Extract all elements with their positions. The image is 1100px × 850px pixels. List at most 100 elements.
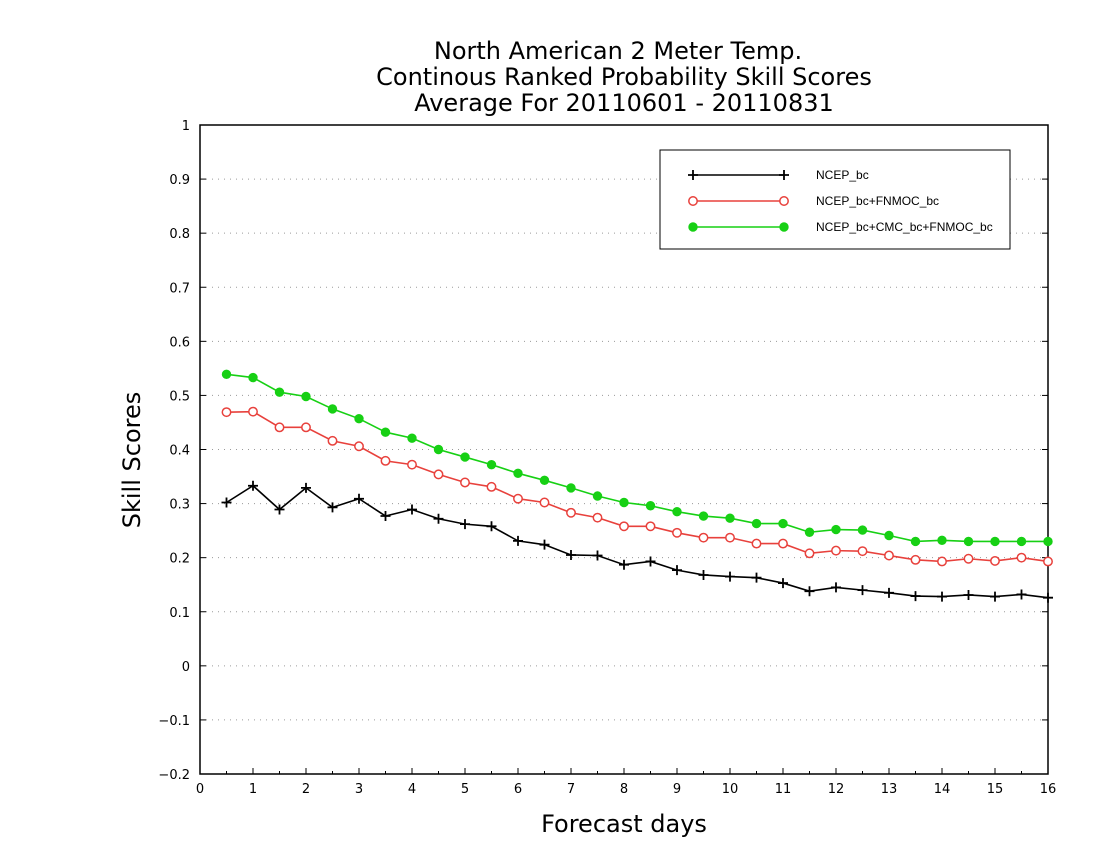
data-point xyxy=(990,555,1000,566)
data-point xyxy=(963,553,974,564)
data-point xyxy=(433,513,444,524)
data-point xyxy=(327,404,338,414)
data-point xyxy=(221,497,232,508)
data-point xyxy=(592,550,603,561)
data-point xyxy=(301,482,311,493)
data-point xyxy=(380,511,391,522)
data-point xyxy=(327,435,338,446)
data-point xyxy=(645,521,656,532)
x-tick-label-0: 0 xyxy=(196,782,204,797)
data-point xyxy=(645,556,656,567)
data-point xyxy=(486,481,497,492)
data-point xyxy=(937,556,947,567)
data-point xyxy=(592,491,603,501)
data-point xyxy=(725,532,735,543)
x-tick-label-11: 11 xyxy=(775,782,792,797)
y-tick-label-0: 1 xyxy=(182,119,190,134)
data-point xyxy=(513,468,523,478)
data-point xyxy=(513,535,523,546)
y-axis-label: Skill Scores xyxy=(118,392,146,529)
legend-entry-2: NCEP_bc+CMC_bc+FNMOC_bc xyxy=(688,220,993,234)
y-tick-label-3: 0.7 xyxy=(169,281,190,296)
data-point xyxy=(566,507,576,518)
legend-marker-start xyxy=(688,170,698,180)
y-tick-label-8: 0.2 xyxy=(169,552,190,567)
data-point xyxy=(301,391,311,402)
data-point xyxy=(460,519,470,530)
chart-title: North American 2 Meter Temp. Continous R… xyxy=(376,37,872,117)
y-tick-label-12: −0.2 xyxy=(158,768,190,783)
data-point xyxy=(857,546,868,557)
data-point xyxy=(1016,552,1027,563)
y-tick-label-1: 0.9 xyxy=(169,173,190,188)
legend-label-2: NCEP_bc+CMC_bc+FNMOC_bc xyxy=(816,220,993,234)
data-point xyxy=(274,422,285,433)
legend-label-1: NCEP_bc+FNMOC_bc xyxy=(816,194,939,208)
title-line-1: North American 2 Meter Temp. xyxy=(434,37,802,65)
data-point xyxy=(380,455,391,466)
data-point xyxy=(248,372,258,383)
legend-entry-1: NCEP_bc+FNMOC_bc xyxy=(688,194,939,208)
title-line-2: Continous Ranked Probability Skill Score… xyxy=(376,63,872,91)
data-point xyxy=(354,493,364,504)
x-tick-label-5: 5 xyxy=(461,782,469,797)
x-tick-label-7: 7 xyxy=(567,782,575,797)
data-point xyxy=(884,530,894,541)
data-point xyxy=(857,585,868,596)
data-point xyxy=(778,518,788,529)
x-tick-label-13: 13 xyxy=(881,782,898,797)
x-axis-label: Forecast days xyxy=(541,810,707,838)
y-tick-label-5: 0.5 xyxy=(169,389,190,404)
data-point xyxy=(327,502,338,513)
data-point xyxy=(539,539,550,550)
data-point xyxy=(672,527,682,538)
title-line-3: Average For 20110601 - 20110831 xyxy=(414,89,834,117)
legend-marker-end xyxy=(779,170,789,180)
series-0 xyxy=(221,480,1053,603)
data-point xyxy=(937,591,947,602)
data-point xyxy=(1016,589,1027,600)
data-point xyxy=(698,511,709,521)
x-tick-label-14: 14 xyxy=(934,782,951,797)
legend-box xyxy=(659,149,1011,250)
data-point xyxy=(672,506,682,517)
data-point xyxy=(831,582,841,593)
data-point xyxy=(301,422,311,433)
legend: NCEP_bc NCEP_bc+FNMOC_bc NCEP_bc+CMC_bc+FN… xyxy=(659,149,1011,250)
legend-marker-start xyxy=(688,222,698,232)
data-point xyxy=(433,469,444,480)
data-point xyxy=(486,521,497,532)
data-point xyxy=(990,591,1000,602)
data-point xyxy=(698,569,709,580)
data-point xyxy=(672,565,682,576)
data-point xyxy=(619,521,629,532)
series-2 xyxy=(221,369,1053,547)
data-point xyxy=(354,441,364,452)
data-point xyxy=(460,452,470,462)
series-line-2 xyxy=(226,373,1048,543)
data-point xyxy=(433,444,444,455)
data-point xyxy=(910,554,921,565)
data-point xyxy=(248,480,258,491)
x-tick-label-12: 12 xyxy=(828,782,845,797)
data-point xyxy=(884,587,894,598)
data-point xyxy=(857,525,868,535)
x-axis: 0 1 2 3 4 5 6 7 8 9 10 11 12 13 14 15 16 xyxy=(196,768,1056,797)
x-tick-label-6: 6 xyxy=(514,782,522,797)
data-point xyxy=(1043,536,1053,547)
data-point xyxy=(619,559,629,570)
data-point xyxy=(566,483,576,493)
data-point xyxy=(1043,592,1053,603)
data-point xyxy=(804,548,815,559)
y-tick-label-10: 0 xyxy=(182,660,190,675)
data-point xyxy=(619,497,629,508)
legend-entry-0: NCEP_bc xyxy=(688,168,869,182)
data-point xyxy=(910,536,921,547)
data-point xyxy=(963,536,974,547)
data-point xyxy=(221,369,232,380)
x-tick-label-16: 16 xyxy=(1040,782,1057,797)
x-tick-label-9: 9 xyxy=(673,782,681,797)
data-point xyxy=(513,493,523,504)
data-point xyxy=(460,477,470,488)
series-line-1 xyxy=(226,410,1049,563)
